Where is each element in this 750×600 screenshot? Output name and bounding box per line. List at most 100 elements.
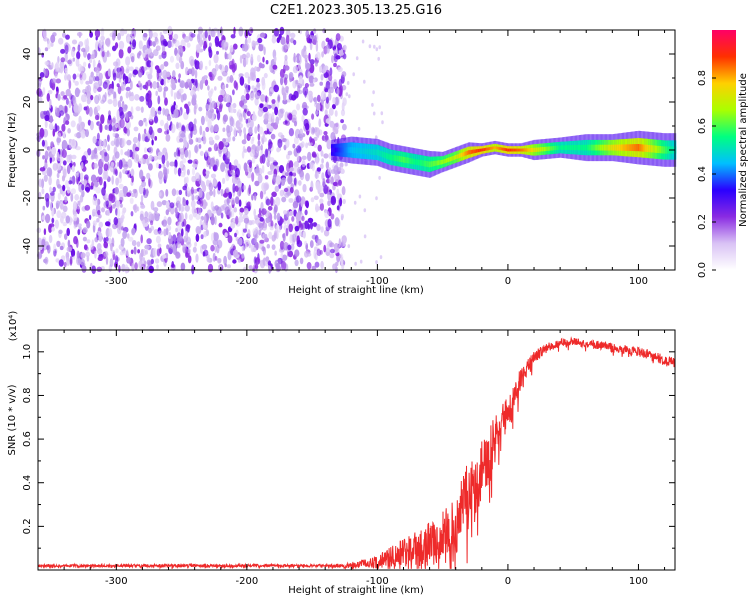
noise-speckle bbox=[126, 36, 132, 42]
noise-speckle bbox=[188, 81, 193, 89]
noise-speckle bbox=[330, 213, 335, 220]
noise-speckle bbox=[252, 247, 257, 253]
noise-speckle bbox=[86, 38, 89, 48]
noise-speckle bbox=[246, 133, 251, 142]
noise-speckle bbox=[325, 96, 329, 104]
noise-speckle bbox=[169, 55, 175, 63]
noise-speckle bbox=[239, 76, 245, 86]
noise-speckle bbox=[55, 258, 60, 263]
noise-speckle bbox=[316, 94, 321, 102]
noise-speckle bbox=[143, 147, 148, 153]
noise-speckle bbox=[188, 149, 192, 159]
ridge-core bbox=[663, 146, 666, 154]
noise-speckle bbox=[47, 40, 51, 50]
noise-speckle bbox=[82, 227, 88, 234]
noise-speckle bbox=[138, 158, 144, 165]
noise-speckle bbox=[113, 91, 117, 99]
noise-speckle bbox=[229, 104, 235, 114]
noise-speckle bbox=[131, 240, 137, 247]
noise-speckle bbox=[173, 166, 178, 175]
noise-speckle bbox=[120, 203, 123, 208]
noise-speckle bbox=[192, 189, 198, 194]
ridge-core bbox=[338, 147, 341, 153]
noise-speckle bbox=[241, 53, 247, 60]
noise-speckle bbox=[280, 260, 287, 271]
noise-speckle bbox=[186, 169, 190, 176]
noise-speckle bbox=[236, 111, 240, 117]
noise-speckle bbox=[70, 188, 76, 195]
noise-speckle bbox=[148, 29, 153, 39]
ridge-core bbox=[346, 147, 349, 153]
ridge-core bbox=[355, 147, 358, 154]
ridge-core bbox=[371, 149, 374, 155]
noise-speckle bbox=[110, 244, 113, 252]
ridge-core bbox=[541, 147, 544, 152]
ridge-core bbox=[521, 148, 524, 152]
ridge-core bbox=[452, 156, 455, 161]
noise-speckle bbox=[333, 242, 339, 252]
ridge-core bbox=[434, 160, 436, 166]
noise-speckle bbox=[321, 51, 324, 58]
noise-speckle bbox=[214, 245, 217, 253]
noise-speckle bbox=[103, 241, 108, 249]
y-tick-label: 40 bbox=[22, 48, 33, 61]
noise-speckle bbox=[313, 136, 318, 142]
noise-speckle bbox=[187, 101, 191, 107]
noise-speckle bbox=[312, 127, 315, 134]
ridge-core bbox=[622, 144, 624, 151]
noise-speckle bbox=[254, 193, 257, 201]
ridge-core bbox=[652, 145, 654, 153]
noise-speckle bbox=[116, 83, 120, 88]
noise-speckle bbox=[106, 50, 110, 56]
noise-speckle bbox=[130, 249, 134, 255]
noise-speckle bbox=[187, 255, 192, 264]
ridge-core bbox=[579, 144, 581, 151]
ridge-core bbox=[624, 144, 627, 151]
noise-speckle bbox=[207, 118, 212, 129]
ridge-core bbox=[494, 146, 497, 150]
noise-speckle bbox=[316, 132, 320, 139]
noise-speckle bbox=[210, 173, 217, 179]
noise-speckle bbox=[195, 44, 201, 53]
noise-speckle bbox=[235, 82, 239, 91]
noise-speckle bbox=[97, 230, 101, 236]
noise-speckle bbox=[283, 210, 287, 215]
noise-speckle bbox=[107, 209, 110, 216]
noise-speckle bbox=[111, 175, 114, 185]
noise-speckle bbox=[160, 64, 165, 70]
noise-speckle bbox=[250, 53, 254, 62]
noise-speckle bbox=[172, 70, 176, 79]
noise-speckle bbox=[44, 256, 49, 265]
noise-speckle bbox=[157, 155, 163, 160]
noise-speckle bbox=[257, 140, 261, 146]
ridge-core bbox=[623, 144, 626, 151]
ridge-core bbox=[537, 147, 540, 152]
noise-speckle bbox=[119, 95, 123, 102]
noise-speckle bbox=[170, 82, 175, 89]
noise-speckle bbox=[173, 108, 179, 119]
ridge-core bbox=[375, 149, 378, 156]
noise-speckle bbox=[239, 123, 243, 129]
noise-speckle bbox=[74, 133, 79, 138]
noise-speckle bbox=[363, 79, 366, 84]
noise-speckle bbox=[103, 163, 109, 172]
noise-speckle bbox=[286, 153, 290, 160]
noise-speckle bbox=[331, 104, 336, 110]
noise-speckle bbox=[293, 120, 298, 127]
noise-speckle bbox=[132, 136, 139, 144]
noise-speckle bbox=[232, 136, 236, 142]
noise-speckle bbox=[342, 123, 347, 131]
ridge-core bbox=[665, 146, 668, 154]
noise-speckle bbox=[311, 265, 317, 271]
noise-speckle bbox=[48, 176, 52, 186]
noise-speckle bbox=[204, 30, 208, 39]
ridge-core bbox=[443, 159, 446, 164]
noise-speckle bbox=[257, 174, 263, 184]
noise-speckle bbox=[44, 150, 49, 161]
noise-speckle bbox=[118, 183, 124, 189]
noise-speckle bbox=[97, 256, 104, 262]
noise-speckle bbox=[64, 180, 69, 188]
noise-speckle bbox=[138, 184, 144, 195]
noise-speckle bbox=[80, 129, 86, 139]
